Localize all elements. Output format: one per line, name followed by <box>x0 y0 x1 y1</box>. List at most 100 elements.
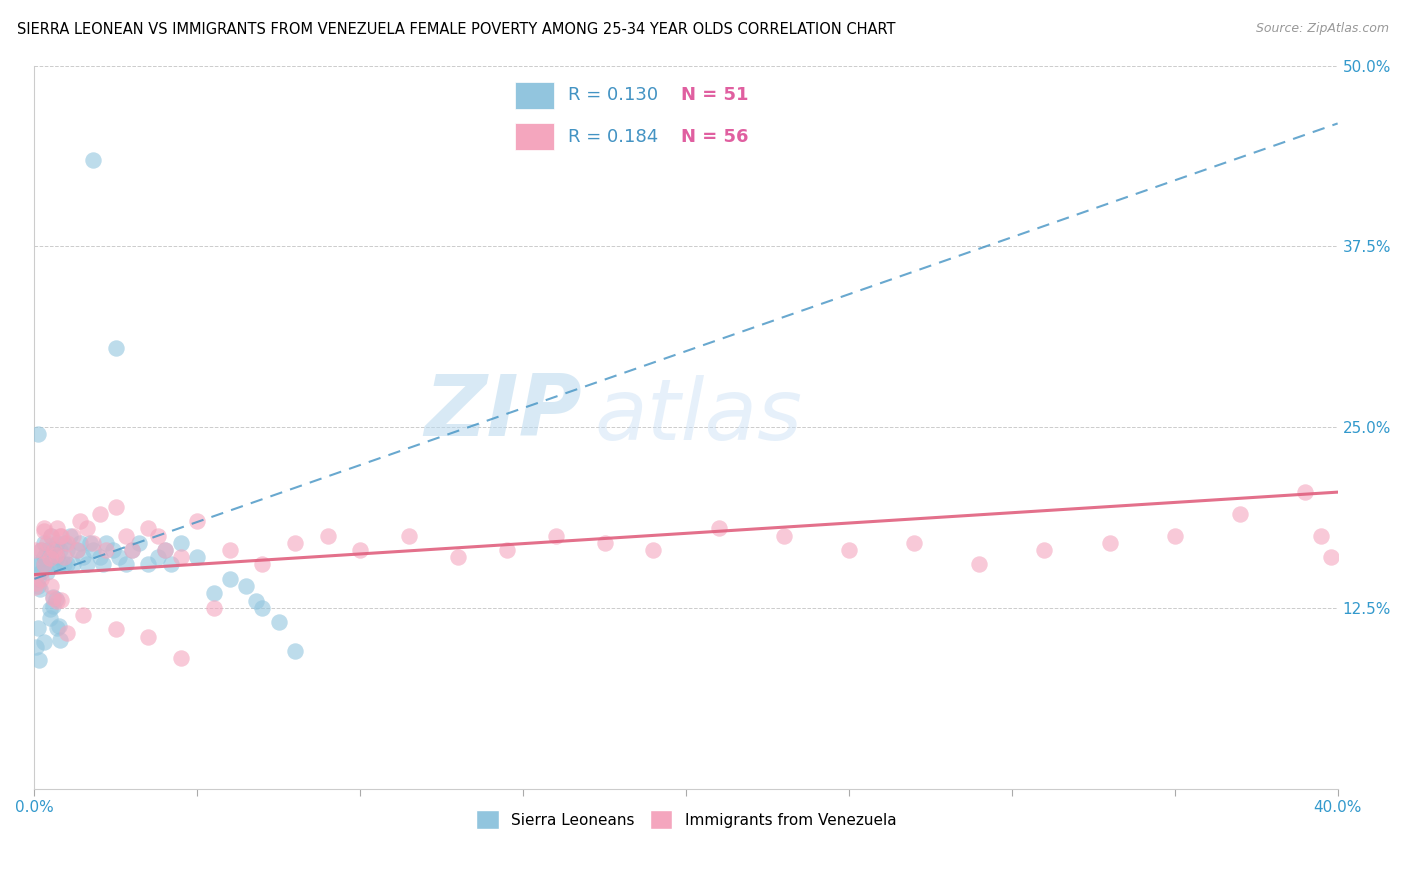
Point <box>148 528 170 542</box>
Point <box>153 543 176 558</box>
Point <box>32 524 55 539</box>
Point <box>643 543 665 558</box>
Point <box>24 542 46 557</box>
Point <box>1320 550 1343 565</box>
Point <box>32 550 55 565</box>
Point <box>967 558 990 572</box>
Point <box>52 550 75 565</box>
Point <box>39 528 62 542</box>
Point <box>82 543 104 558</box>
Point <box>72 607 94 622</box>
Point <box>772 528 794 542</box>
Point <box>42 591 65 605</box>
Point <box>267 615 290 630</box>
Point <box>1098 535 1121 549</box>
Point <box>56 558 79 572</box>
Point <box>51 593 73 607</box>
Point <box>37 543 59 558</box>
Point <box>121 543 143 558</box>
Point <box>89 507 111 521</box>
Point <box>495 543 517 558</box>
Text: N = 51: N = 51 <box>681 87 748 104</box>
Point <box>148 550 170 565</box>
FancyBboxPatch shape <box>515 82 554 109</box>
Point <box>114 558 136 572</box>
Point <box>39 550 62 565</box>
Point <box>218 543 240 558</box>
Point <box>170 651 193 665</box>
Point <box>104 341 127 355</box>
Point <box>1229 507 1251 521</box>
Point <box>82 153 104 167</box>
Point <box>252 558 274 572</box>
Point <box>46 621 69 635</box>
Point <box>52 558 75 572</box>
Point <box>30 572 52 586</box>
Point <box>707 521 730 535</box>
Point <box>170 535 193 549</box>
Point <box>1164 528 1187 542</box>
Point <box>252 600 274 615</box>
Point <box>48 632 70 647</box>
Point <box>42 591 65 606</box>
FancyBboxPatch shape <box>515 123 554 151</box>
Point <box>32 634 55 648</box>
Point <box>32 521 55 535</box>
Point <box>66 543 89 558</box>
Point <box>39 550 62 565</box>
Text: R = 0.130: R = 0.130 <box>568 87 658 104</box>
Point <box>46 521 69 535</box>
Point <box>245 593 267 607</box>
Point <box>121 543 143 558</box>
Point <box>170 550 193 565</box>
Point <box>42 558 65 572</box>
Point <box>39 579 62 593</box>
Point <box>32 535 55 549</box>
Point <box>32 558 55 572</box>
Point <box>186 514 208 528</box>
Point <box>46 535 69 549</box>
Point <box>27 579 49 593</box>
Point <box>39 611 62 625</box>
Point <box>27 427 49 442</box>
Point <box>28 652 51 666</box>
Point <box>284 535 307 549</box>
Point <box>32 558 55 572</box>
Point <box>62 558 84 572</box>
Point <box>138 521 160 535</box>
Point <box>30 543 52 558</box>
Point <box>398 528 420 542</box>
Point <box>45 591 67 606</box>
Point <box>202 600 225 615</box>
Point <box>59 528 82 542</box>
Point <box>49 529 72 543</box>
Point <box>66 543 89 558</box>
Point <box>138 558 160 572</box>
Point <box>104 500 127 514</box>
Point <box>138 630 160 644</box>
Point <box>27 572 49 586</box>
Point <box>72 550 94 565</box>
Point <box>39 528 62 542</box>
Point <box>235 579 257 593</box>
Point <box>45 548 67 562</box>
Text: N = 56: N = 56 <box>681 128 748 145</box>
Point <box>903 535 925 549</box>
Point <box>349 543 371 558</box>
Text: R = 0.184: R = 0.184 <box>568 128 658 145</box>
Point <box>544 528 567 542</box>
Point <box>94 535 117 549</box>
Point <box>49 528 72 542</box>
Point <box>52 535 75 549</box>
Point <box>69 514 91 528</box>
Point <box>28 582 51 596</box>
Point <box>101 543 124 558</box>
Text: Source: ZipAtlas.com: Source: ZipAtlas.com <box>1256 22 1389 36</box>
Point <box>316 528 339 542</box>
Point <box>42 543 65 558</box>
Text: atlas: atlas <box>595 375 803 458</box>
Point <box>46 593 69 607</box>
Text: SIERRA LEONEAN VS IMMIGRANTS FROM VENEZUELA FEMALE POVERTY AMONG 25-34 YEAR OLDS: SIERRA LEONEAN VS IMMIGRANTS FROM VENEZU… <box>17 22 896 37</box>
Point <box>48 619 70 633</box>
Point <box>153 543 176 558</box>
